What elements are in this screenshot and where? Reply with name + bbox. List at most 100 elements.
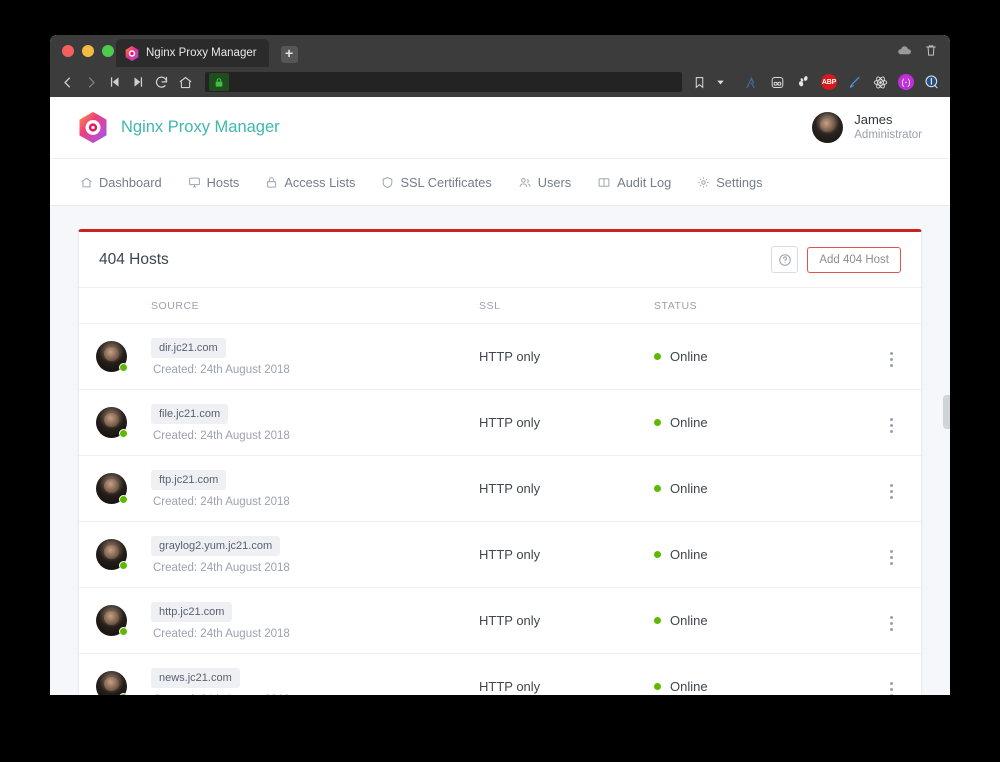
user-menu[interactable]: James Administrator (812, 112, 922, 143)
table-row[interactable]: graylog2.yum.jc21.com Created: 24th Augu… (79, 521, 921, 588)
nav-label: Settings (716, 174, 763, 190)
kebab-menu-icon[interactable] (886, 348, 897, 371)
nav-item-access-lists[interactable]: Access Lists (263, 171, 357, 194)
color-picker-icon[interactable] (846, 74, 863, 91)
avatar (96, 341, 128, 372)
row-actions-cell (884, 389, 921, 456)
nav-item-dashboard[interactable]: Dashboard (78, 171, 164, 194)
status-cell: Online (654, 323, 884, 390)
table-row[interactable]: ftp.jc21.com Created: 24th August 2018 H… (79, 455, 921, 522)
address-bar[interactable] (205, 72, 682, 92)
back-arrow-icon[interactable] (60, 75, 75, 90)
domain-badge[interactable]: ftp.jc21.com (151, 469, 227, 490)
domain-badge[interactable]: file.jc21.com (151, 403, 229, 424)
nav-label: Dashboard (99, 174, 162, 190)
new-tab-button[interactable]: + (280, 46, 298, 63)
created-date: Created: 24th August 2018 (153, 561, 290, 574)
lock-icon (265, 176, 278, 189)
domain-badge[interactable]: dir.jc21.com (151, 337, 226, 358)
kebab-menu-icon[interactable] (886, 678, 897, 695)
status-dot (654, 485, 661, 492)
user-role: Administrator (854, 129, 922, 142)
nav-item-ssl-certificates[interactable]: SSL Certificates (379, 171, 493, 194)
kebab-menu-icon[interactable] (886, 414, 897, 437)
source-cell: ftp.jc21.com Created: 24th August 2018 (79, 455, 479, 522)
avatar (96, 671, 128, 695)
online-indicator-dot (119, 561, 128, 570)
browser-tab-title: Nginx Proxy Manager (146, 47, 257, 59)
nav-item-hosts[interactable]: Hosts (186, 171, 242, 194)
react-devtools-icon[interactable] (872, 74, 889, 91)
status-badge: Online (670, 481, 708, 496)
maximize-window-button[interactable] (102, 45, 114, 57)
main-navigation: Dashboard Hosts Access Lists SSL Certifi… (50, 159, 950, 206)
kebab-menu-icon[interactable] (886, 546, 897, 569)
nav-label: SSL Certificates (400, 174, 492, 190)
ssl-cell: HTTP only (479, 323, 654, 390)
source-cell: graylog2.yum.jc21.com Created: 24th Augu… (79, 521, 479, 588)
domain-badge[interactable]: news.jc21.com (151, 667, 240, 688)
chevron-down-icon[interactable] (715, 77, 726, 88)
app-header: Nginx Proxy Manager James Administrator (50, 97, 950, 159)
adblock-plus-icon[interactable]: ABP (821, 74, 837, 90)
lastpass-icon[interactable] (769, 74, 786, 91)
status-cell: Online (654, 654, 884, 696)
table-row[interactable]: file.jc21.com Created: 24th August 2018 … (79, 389, 921, 456)
column-header-actions (884, 288, 921, 324)
nav-item-users[interactable]: Users (516, 171, 573, 194)
status-badge: Online (670, 349, 708, 364)
trash-icon[interactable] (924, 43, 938, 58)
column-header-ssl: SSL (479, 288, 654, 324)
users-icon (518, 176, 532, 189)
shield-icon (381, 176, 394, 189)
row-actions-cell (884, 323, 921, 390)
status-badge: Online (670, 415, 708, 430)
help-button[interactable] (771, 246, 799, 273)
npm-hex-logo-icon (125, 45, 139, 61)
gnome-icon[interactable] (795, 74, 812, 91)
status-cell: Online (654, 587, 884, 654)
reload-icon[interactable] (154, 75, 169, 90)
domain-badge[interactable]: http.jc21.com (151, 601, 233, 622)
npm-hex-logo-icon (78, 111, 108, 144)
nav-label: Audit Log (617, 174, 672, 190)
cloud-icon[interactable] (897, 43, 912, 58)
table-row[interactable]: news.jc21.com Created: 24th August 2018 … (79, 654, 921, 696)
avatar (96, 539, 128, 570)
nav-label: Users (537, 174, 572, 190)
privacy-badger-icon[interactable] (923, 74, 940, 91)
close-window-button[interactable] (62, 45, 74, 57)
minimize-window-button[interactable] (82, 45, 94, 57)
nav-item-settings[interactable]: Settings (695, 171, 764, 194)
kebab-menu-icon[interactable] (886, 480, 897, 503)
ssl-cell: HTTP only (479, 455, 654, 522)
bookmark-icon[interactable] (693, 76, 706, 89)
created-date: Created: 24th August 2018 (153, 363, 290, 376)
status-cell: Online (654, 521, 884, 588)
source-cell: file.jc21.com Created: 24th August 2018 (79, 389, 479, 456)
help-circle-icon (778, 253, 792, 267)
ssl-cell: HTTP only (479, 389, 654, 456)
forward-arrow-icon[interactable] (84, 75, 99, 90)
brand[interactable]: Nginx Proxy Manager (78, 111, 280, 144)
purple-extension-icon[interactable]: (-) (898, 74, 914, 90)
table-row[interactable]: dir.jc21.com Created: 24th August 2018 H… (79, 323, 921, 390)
avatar (96, 407, 128, 438)
domain-badge[interactable]: graylog2.yum.jc21.com (151, 535, 281, 556)
add-404-host-button[interactable]: Add 404 Host (807, 246, 901, 273)
window-edge-handle[interactable] (943, 395, 950, 429)
table-row[interactable]: http.jc21.com Created: 24th August 2018 … (79, 587, 921, 654)
user-name: James (854, 112, 893, 128)
nav-item-audit-log[interactable]: Audit Log (595, 171, 673, 194)
browser-tab[interactable]: Nginx Proxy Manager (116, 39, 269, 67)
home-icon[interactable] (178, 75, 193, 90)
skip-back-icon[interactable] (108, 75, 122, 89)
tampermonkey-icon[interactable] (743, 74, 760, 91)
skip-forward-icon[interactable] (131, 75, 145, 89)
table-header: SOURCE SSL STATUS (79, 288, 921, 324)
avatar (96, 605, 128, 636)
kebab-menu-icon[interactable] (886, 612, 897, 635)
hosts-card: 404 Hosts Add 404 Host (78, 229, 922, 695)
brand-name: Nginx Proxy Manager (121, 118, 280, 136)
nav-label: Hosts (206, 174, 240, 190)
